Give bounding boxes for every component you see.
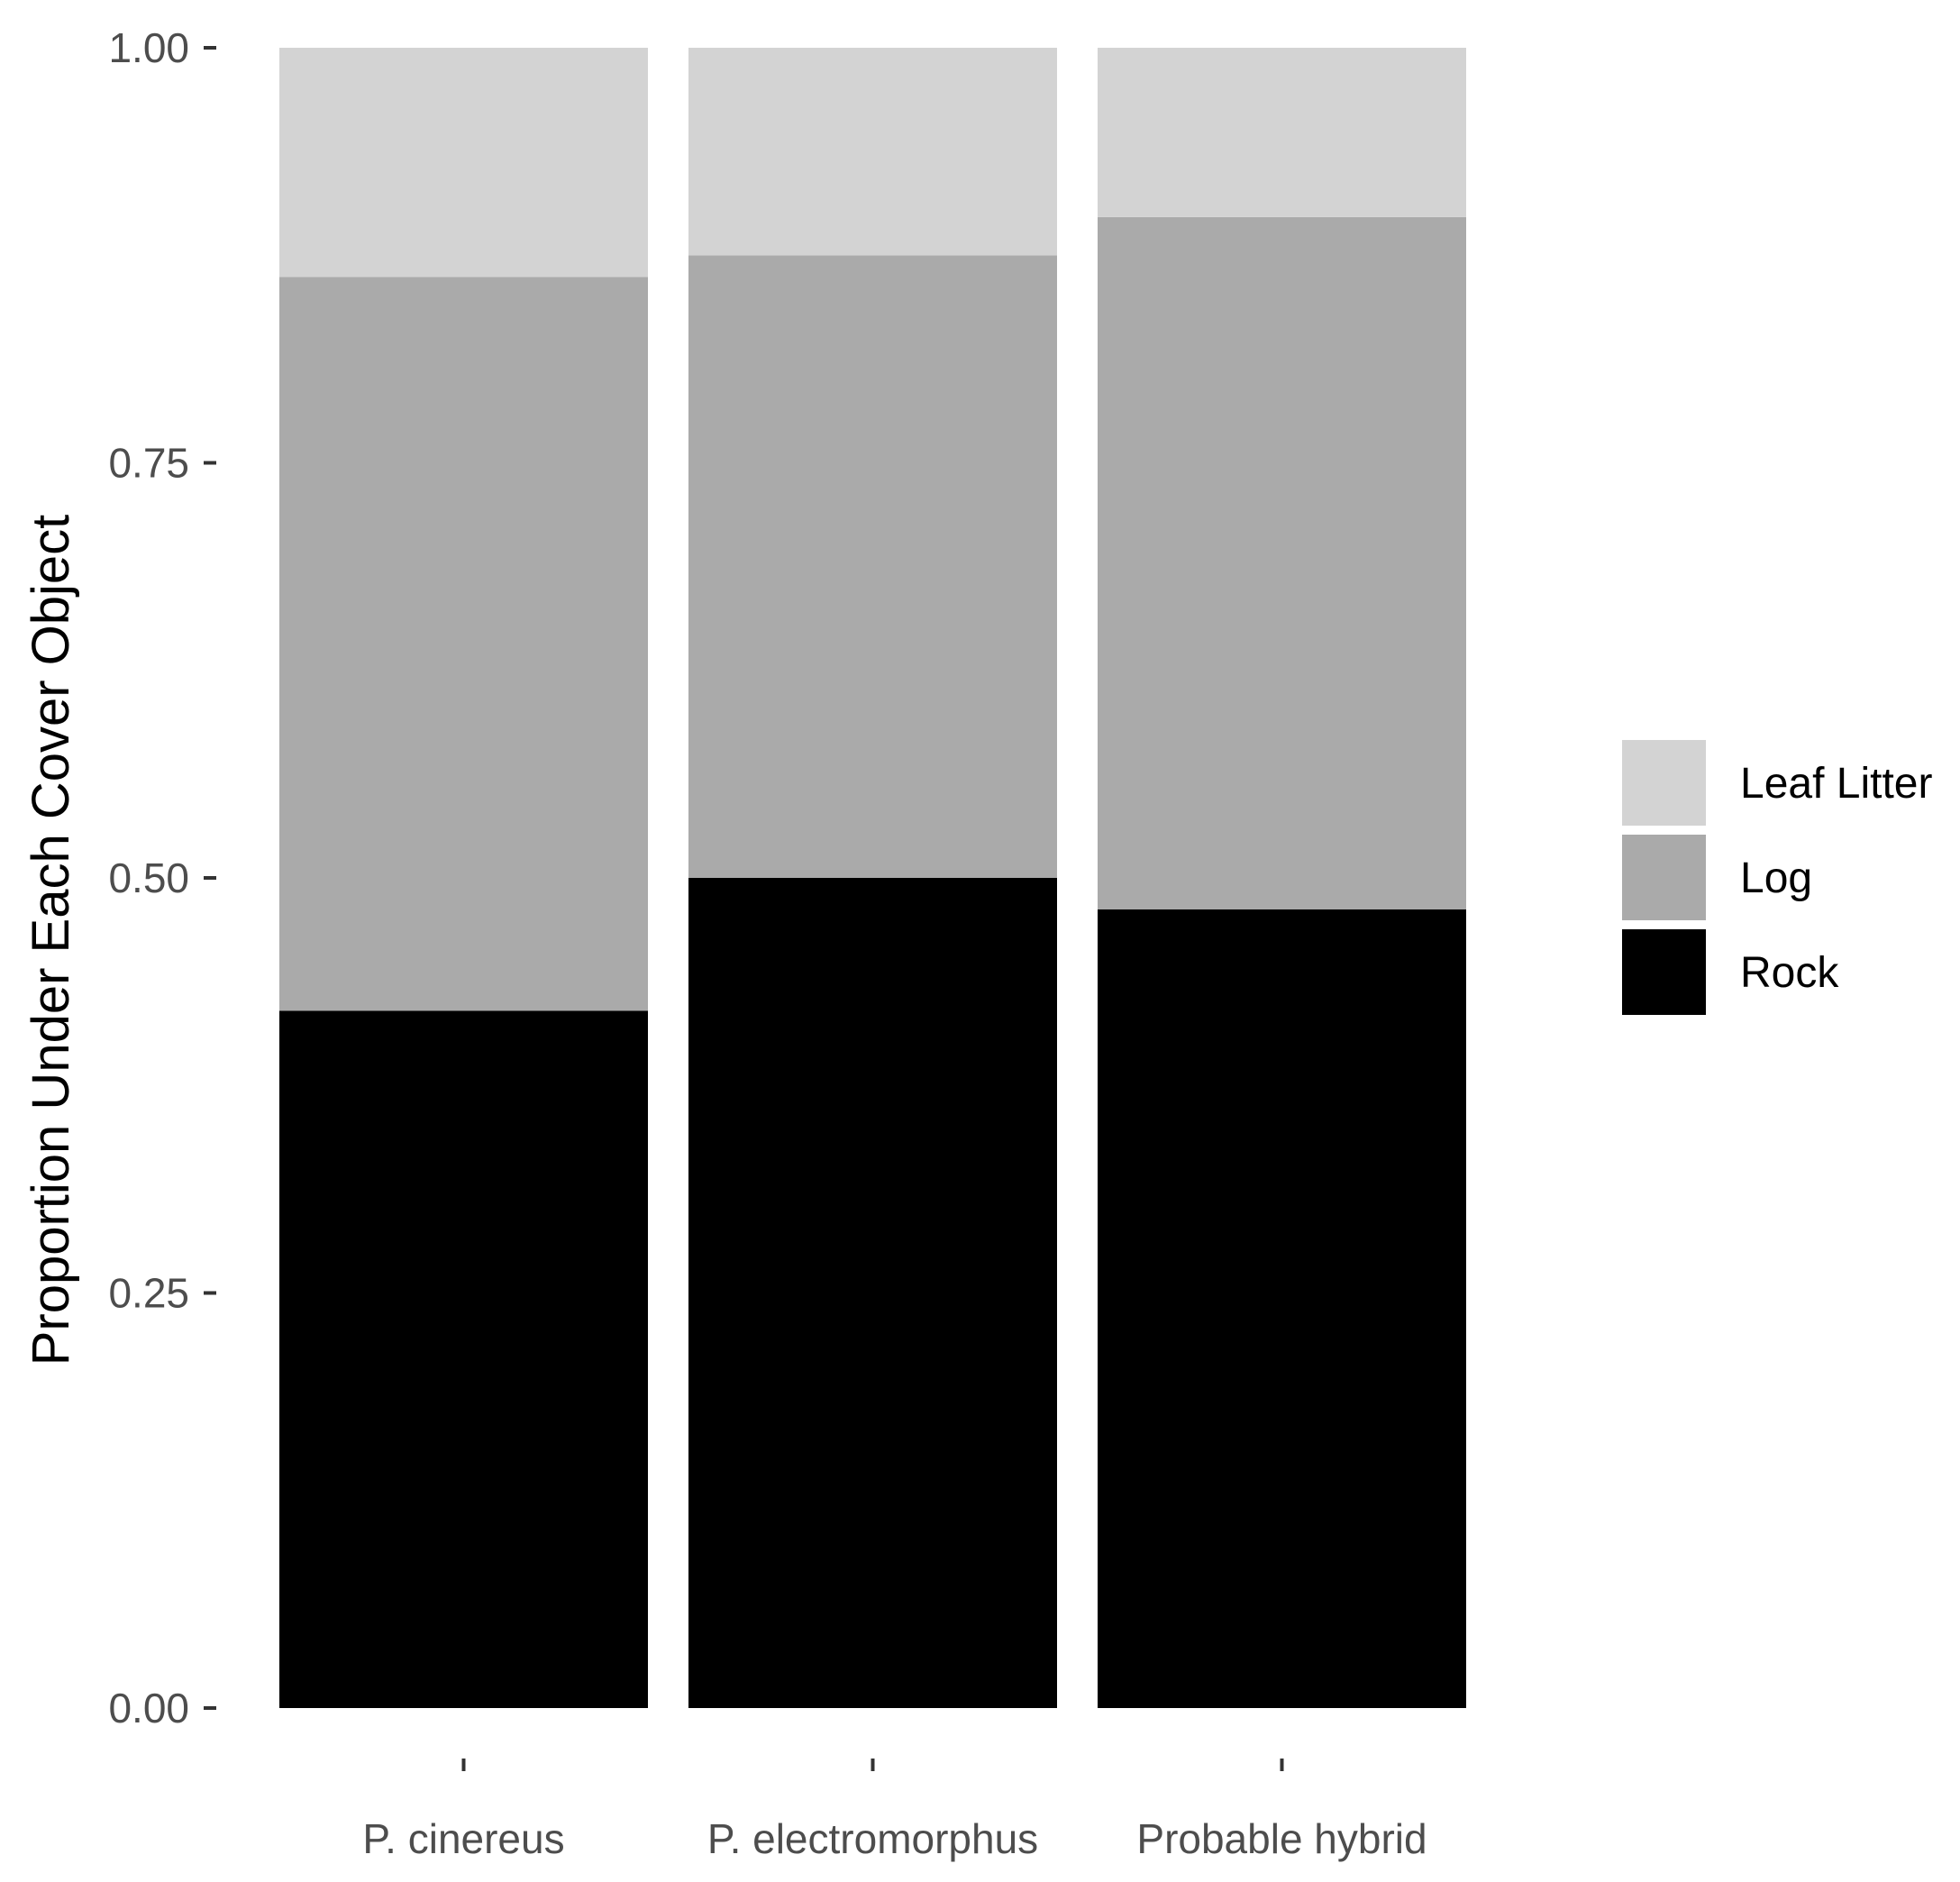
y-tick-label: 0.75 [108,440,189,487]
legend-label-rock: Rock [1740,949,1839,997]
x-tick-label: Probable hybrid [1136,1815,1427,1862]
bar-log-p-cinereus [279,277,648,1011]
y-axis-title: Proportion Under Each Cover Object [22,515,80,1366]
x-tick-label: P. cinereus [362,1815,564,1862]
bar-leaf-litter-p-cinereus [279,48,648,278]
legend-label-log: Log [1740,854,1812,902]
legend: Leaf Litter Log Rock [1622,740,1932,1015]
bar-rock-p-cinereus [279,1010,648,1708]
x-tick-label: P. electromorphus [707,1815,1038,1862]
y-tick-label: 0.00 [108,1685,189,1731]
y-tick-label: 1.00 [108,24,189,71]
legend-key-rock [1622,929,1706,1015]
bars-group [279,48,1466,1708]
bar-rock-p-electromorphus [688,878,1057,1708]
bar-log-probable-hybrid [1098,216,1466,909]
bar-log-p-electromorphus [688,255,1057,878]
y-axis: 0.00 0.25 0.50 0.75 1.00 [108,24,216,1731]
y-tick-label: 0.25 [108,1270,189,1317]
legend-key-leaf-litter [1622,740,1706,826]
legend-label-leaf-litter: Leaf Litter [1740,760,1932,808]
bar-rock-probable-hybrid [1098,909,1466,1708]
x-axis: P. cinereus P. electromorphus Probable hyb… [362,1759,1427,1862]
bar-leaf-litter-probable-hybrid [1098,48,1466,217]
y-tick-label: 0.50 [108,854,189,901]
bar-leaf-litter-p-electromorphus [688,48,1057,256]
legend-key-log [1622,835,1706,920]
